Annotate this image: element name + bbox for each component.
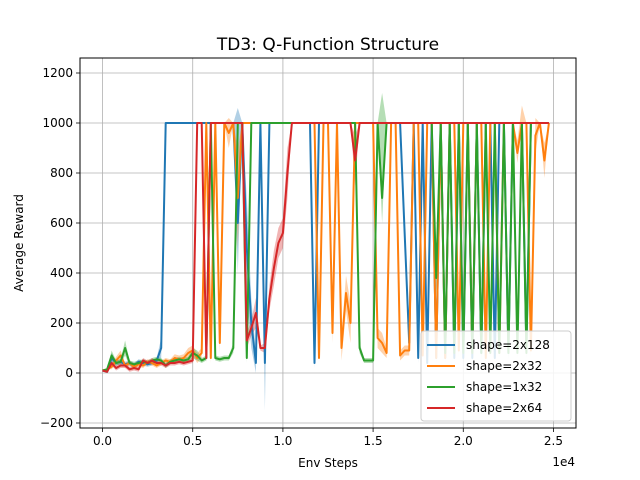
legend-label: shape=2x32 [466, 359, 542, 373]
legend-items: shape=2x128 shape=2x32 shape=1x32 shape=2x6… [427, 338, 550, 415]
x-axis-ticks: 0.0 0.5 1.0 1.5 2.0 2.5 [93, 428, 563, 448]
series-line-3 [102, 122, 549, 373]
y-tick-label: 1200 [42, 66, 73, 80]
legend-label: shape=1x32 [466, 380, 542, 394]
legend: shape=2x128 shape=2x32 shape=1x32 shape=2x6… [420, 330, 572, 422]
y-tick-label: 1000 [42, 116, 73, 130]
x-axis-label: Env Steps [298, 456, 358, 470]
x-tick-label: 1.0 [273, 434, 292, 448]
x-axis-multiplier: 1e4 [552, 455, 575, 469]
series-lines [102, 122, 550, 373]
x-tick-label: 0.5 [183, 434, 202, 448]
x-tick-label: 2.5 [544, 434, 563, 448]
series-line-1 [102, 122, 550, 372]
y-tick-label: 400 [50, 266, 73, 280]
legend-label: shape=2x64 [466, 401, 542, 415]
plot-frame [79, 57, 577, 429]
y-tick-label: 600 [50, 216, 73, 230]
x-tick-label: 2.0 [454, 434, 473, 448]
chart-title: TD3: Q-Function Structure [216, 35, 439, 55]
x-tick-label: 0.0 [93, 434, 112, 448]
y-axis-label: Average Reward [12, 194, 26, 292]
y-tick-label: 800 [50, 166, 73, 180]
series-line-2 [102, 122, 536, 372]
x-tick-label: 1.5 [364, 434, 383, 448]
legend-box [420, 330, 572, 422]
legend-label: shape=2x128 [466, 338, 550, 352]
y-axis-ticks: −200 0 200 400 600 800 1000 1200 [40, 66, 80, 430]
y-tick-label: 0 [65, 366, 73, 380]
y-tick-label: −200 [40, 416, 73, 430]
y-tick-label: 200 [50, 316, 73, 330]
